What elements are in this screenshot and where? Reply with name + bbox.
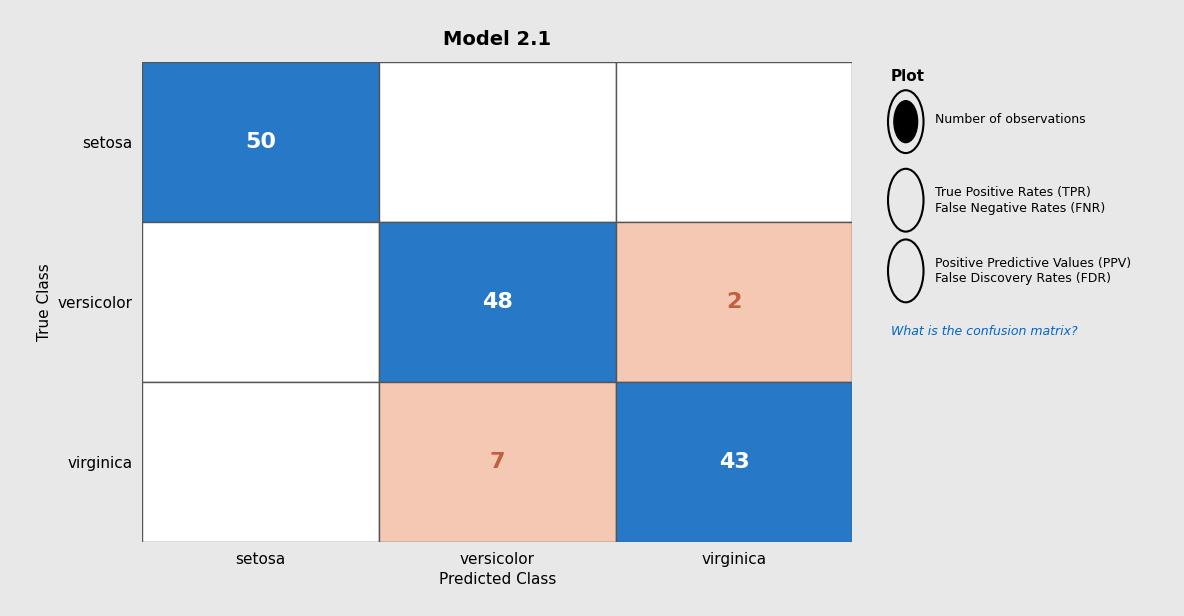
Text: Number of observations: Number of observations: [935, 113, 1086, 126]
Title: Model 2.1: Model 2.1: [443, 30, 552, 49]
Circle shape: [894, 100, 918, 143]
Text: Positive Predictive Values (PPV): Positive Predictive Values (PPV): [935, 256, 1132, 270]
Text: False Discovery Rates (FDR): False Discovery Rates (FDR): [935, 272, 1112, 285]
Text: 43: 43: [719, 452, 749, 472]
FancyBboxPatch shape: [616, 62, 852, 222]
X-axis label: Predicted Class: Predicted Class: [438, 572, 556, 588]
FancyBboxPatch shape: [616, 222, 852, 382]
Text: False Negative Rates (FNR): False Negative Rates (FNR): [935, 201, 1106, 214]
FancyBboxPatch shape: [616, 382, 852, 542]
FancyBboxPatch shape: [379, 222, 616, 382]
FancyBboxPatch shape: [142, 62, 379, 222]
FancyBboxPatch shape: [142, 382, 379, 542]
Text: Plot: Plot: [890, 69, 925, 84]
FancyBboxPatch shape: [142, 222, 379, 382]
Text: 2: 2: [727, 292, 741, 312]
FancyBboxPatch shape: [379, 62, 616, 222]
Text: 48: 48: [482, 292, 513, 312]
FancyBboxPatch shape: [379, 382, 616, 542]
Y-axis label: True Class: True Class: [37, 263, 52, 341]
Text: 7: 7: [489, 452, 506, 472]
Text: 50: 50: [245, 132, 276, 152]
Text: What is the confusion matrix?: What is the confusion matrix?: [890, 325, 1077, 338]
Text: True Positive Rates (TPR): True Positive Rates (TPR): [935, 186, 1092, 199]
